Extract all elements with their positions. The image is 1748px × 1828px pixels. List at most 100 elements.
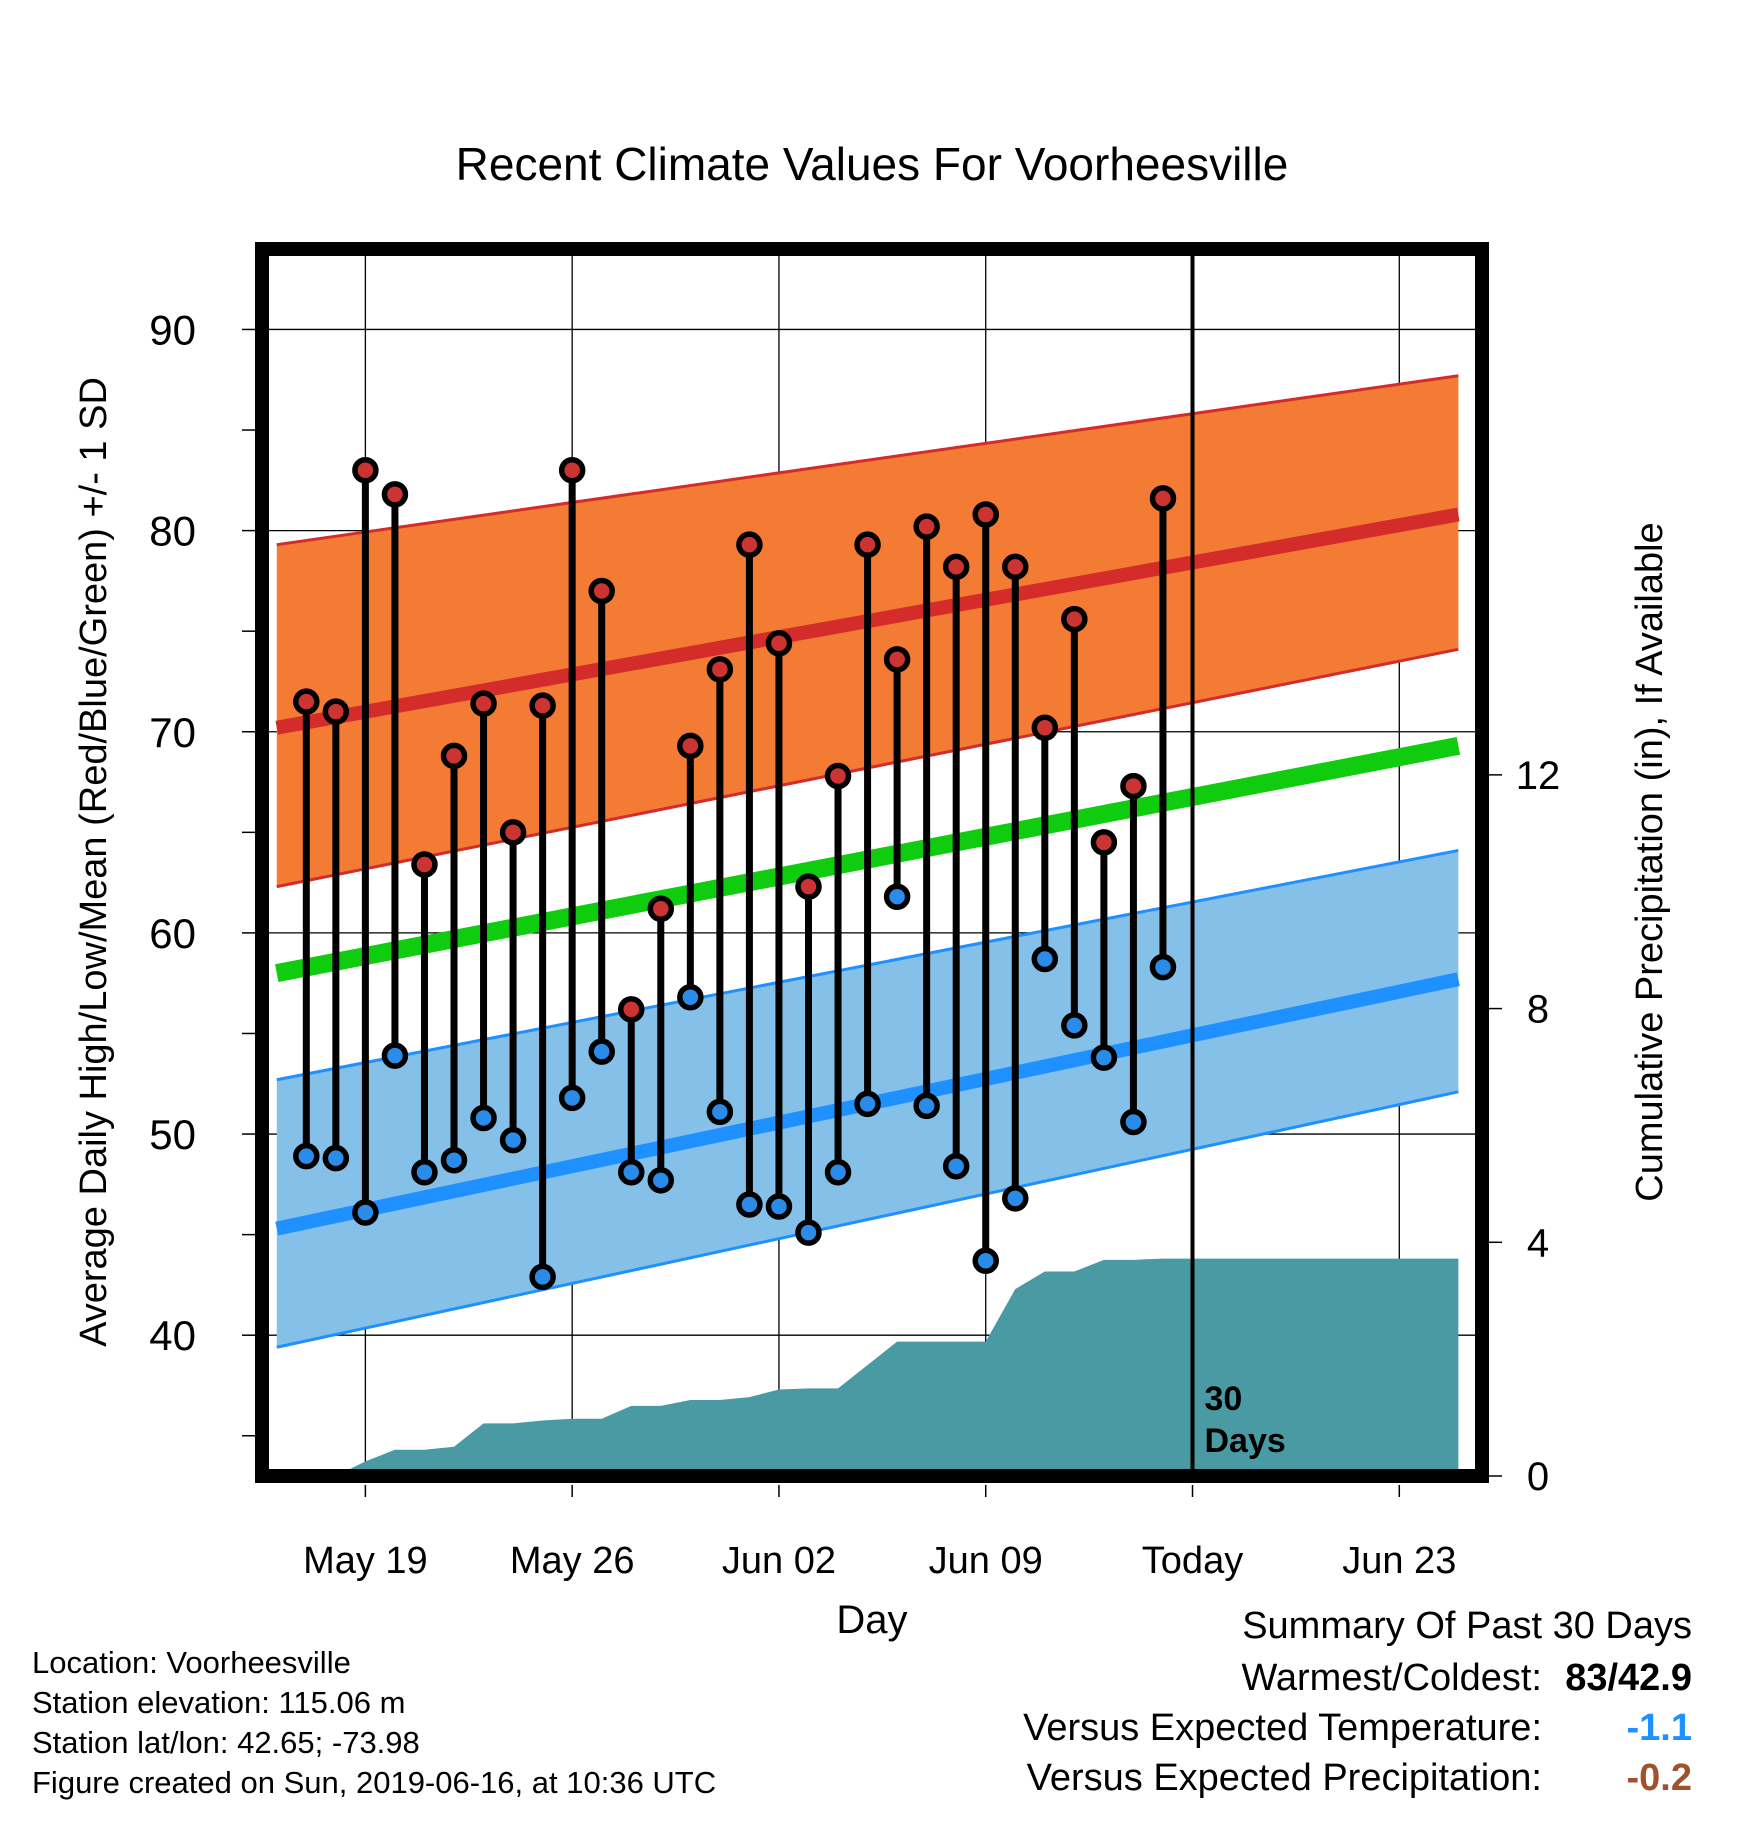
daily-low-point	[529, 1263, 556, 1291]
plot-frame	[255, 242, 1489, 1483]
daily-high-point	[736, 531, 763, 558]
y-axis-label: Average Daily High/Low/Mean (Red/Blue/Gr…	[73, 377, 115, 1347]
daily-low-point	[588, 1038, 615, 1065]
y2-tick-label: 0	[1527, 1455, 1549, 1499]
daily-high-point	[558, 457, 586, 484]
daily-low-point	[706, 1098, 734, 1126]
daily-low-point	[499, 1126, 527, 1154]
location-text: Location: Voorheesville	[32, 1645, 351, 1680]
daily-low-point	[293, 1142, 320, 1170]
daily-low-point	[854, 1090, 881, 1118]
plot-area: 30 Days	[262, 249, 1482, 1476]
daily-low-point	[736, 1191, 763, 1218]
daily-low-point	[883, 883, 911, 910]
x-tick-label: Jun 02	[722, 1540, 836, 1582]
y2-tick-label: 4	[1527, 1221, 1549, 1265]
y2-tick-label: 12	[1516, 754, 1561, 798]
daily-high-point	[411, 851, 438, 878]
daily-low-point	[1061, 1012, 1088, 1039]
daily-low-point	[824, 1159, 852, 1186]
y-tick-label: 90	[149, 306, 196, 353]
warmest-coldest-row: Warmest/Coldest: 83/42.9	[1241, 1657, 1692, 1700]
daily-low-point	[1002, 1185, 1029, 1212]
x-tick-label: Today	[1142, 1540, 1243, 1582]
daily-low-point	[765, 1193, 793, 1220]
precipitation-area	[335, 1258, 1459, 1476]
y-tick-label: 70	[149, 709, 196, 756]
daily-high-point	[1061, 605, 1088, 633]
x-tick-label: Jun 09	[929, 1540, 1043, 1582]
summary-panel: Summary Of Past 30 Days Warmest/Coldest:…	[792, 1605, 1692, 1825]
y-tick-label: 40	[149, 1312, 196, 1359]
daily-low-point	[1090, 1044, 1118, 1071]
daily-low-point	[322, 1144, 350, 1172]
daily-high-point	[322, 698, 350, 725]
y-tick-label: 50	[149, 1111, 196, 1158]
daily-high-point	[1149, 485, 1177, 512]
today-marker-label: 30	[1205, 1380, 1243, 1418]
created-text: Figure created on Sun, 2019-06-16, at 10…	[32, 1765, 717, 1800]
daily-high-point	[499, 819, 527, 846]
y2-tick-label: 8	[1527, 988, 1549, 1032]
daily-high-point	[795, 873, 822, 900]
warmest-coldest-value: 83/42.9	[1565, 1657, 1692, 1699]
precip-versus-label: Versus Expected Precipitation:	[1026, 1757, 1542, 1799]
x-tick-label: May 19	[303, 1540, 428, 1582]
daily-high-point	[824, 762, 852, 790]
daily-high-point	[293, 688, 320, 715]
normal-low-band-lower-line	[276, 1090, 1459, 1349]
y2-axis-label: Cumulative Precipitation (in), If Availa…	[1629, 522, 1671, 1201]
y-tick-label: 60	[149, 910, 196, 957]
daily-low-point	[1031, 945, 1059, 973]
daily-high-point	[883, 646, 911, 673]
daily-low-point	[617, 1159, 645, 1186]
daily-high-point	[470, 690, 497, 717]
daily-low-point	[440, 1146, 468, 1174]
x-tick-label: May 26	[510, 1540, 635, 1582]
daily-high-point	[440, 742, 468, 770]
daily-high-point	[529, 692, 556, 719]
daily-high-point	[1090, 829, 1118, 856]
daily-low-point	[795, 1219, 822, 1246]
summary-title: Summary Of Past 30 Days	[1242, 1605, 1692, 1647]
today-marker-label: Days	[1205, 1422, 1286, 1460]
daily-low-point	[470, 1104, 497, 1132]
daily-high-point	[588, 577, 615, 605]
daily-low-point	[558, 1084, 586, 1112]
chart-title: Recent Climate Values For Voorheesville	[456, 138, 1289, 190]
daily-low-point	[942, 1152, 970, 1180]
daily-high-point	[1120, 772, 1147, 800]
daily-high-point	[647, 895, 675, 923]
daily-high-point	[381, 481, 409, 508]
daily-low-point	[1149, 953, 1177, 981]
precip-versus-row: Versus Expected Precipitation: -0.2	[1027, 1757, 1692, 1800]
precip-versus-value: -0.2	[1626, 1757, 1692, 1799]
daily-high-point	[854, 531, 881, 558]
warmest-coldest-label: Warmest/Coldest:	[1241, 1657, 1542, 1699]
daily-low-point	[1120, 1108, 1147, 1136]
daily-low-point	[647, 1167, 675, 1194]
daily-high-point	[352, 457, 379, 484]
x-tick-label: Jun 23	[1342, 1540, 1456, 1582]
daily-low-point	[677, 984, 704, 1011]
latlon-text: Station lat/lon: 42.65; -73.98	[32, 1725, 420, 1760]
daily-low-point	[381, 1042, 409, 1069]
x-axis-label: Day	[836, 1598, 907, 1642]
daily-high-point	[765, 629, 793, 657]
y-tick-label: 80	[149, 508, 196, 555]
daily-high-point	[1031, 714, 1059, 741]
normal-high-band-upper-line	[276, 374, 1459, 547]
elevation-text: Station elevation: 115.06 m	[32, 1685, 406, 1720]
temp-versus-label: Versus Expected Temperature:	[1023, 1707, 1542, 1749]
daily-low-point	[411, 1159, 438, 1186]
daily-low-point	[972, 1247, 999, 1275]
daily-high-point	[1002, 553, 1029, 581]
daily-low-point	[913, 1092, 940, 1120]
daily-high-point	[913, 513, 940, 540]
daily-low-point	[352, 1199, 379, 1226]
daily-high-point	[942, 553, 970, 581]
daily-high-point	[677, 732, 704, 760]
daily-high-point	[972, 501, 999, 528]
daily-high-point	[706, 656, 734, 683]
